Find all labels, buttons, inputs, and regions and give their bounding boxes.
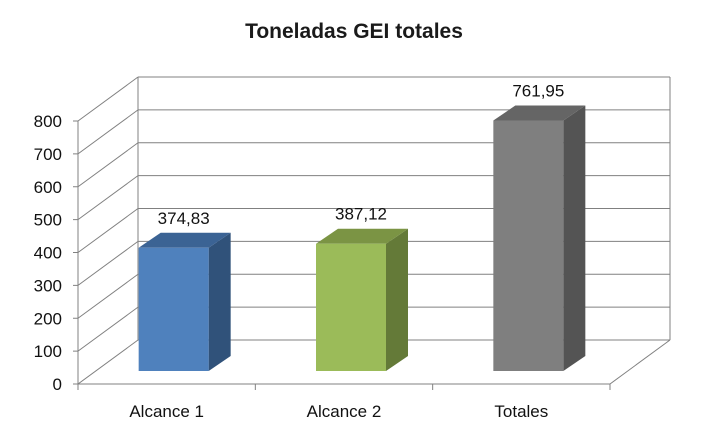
bar-top xyxy=(493,105,586,121)
y-tick-label: 500 xyxy=(34,211,62,230)
bar-side xyxy=(208,232,231,371)
y-tick-label: 300 xyxy=(34,276,62,295)
data-label: 761,95 xyxy=(512,82,564,101)
x-tick-label: Alcance 1 xyxy=(129,402,204,421)
gridline-side xyxy=(77,142,139,188)
y-tick-label: 100 xyxy=(34,342,62,361)
y-tick-label: 0 xyxy=(53,375,62,394)
gridline-side xyxy=(77,208,139,253)
x-tick-label: Totales xyxy=(494,402,548,421)
bar xyxy=(493,120,564,371)
y-tick-label: 800 xyxy=(34,112,62,131)
y-tick-label: 400 xyxy=(34,244,62,263)
gridline-side xyxy=(77,306,139,352)
chart-title: Toneladas GEI totales xyxy=(245,20,463,43)
gridline-side xyxy=(77,240,139,286)
floor-right-edge xyxy=(609,339,671,385)
bar-top xyxy=(138,232,231,248)
gridline-side xyxy=(77,339,139,385)
bar xyxy=(316,243,386,371)
data-label: 374,83 xyxy=(158,209,210,228)
bar-side xyxy=(386,228,408,371)
y-tick-label: 200 xyxy=(34,309,62,328)
data-label: 387,12 xyxy=(335,205,387,224)
gridline-side xyxy=(77,273,139,319)
gridline-side xyxy=(77,76,139,122)
bar-top xyxy=(316,228,408,244)
bar xyxy=(138,247,209,371)
y-tick-label: 700 xyxy=(34,145,62,164)
bar-side xyxy=(563,105,586,371)
gridline-side xyxy=(77,175,139,221)
y-tick-label: 600 xyxy=(34,178,62,197)
x-tick-label: Alcance 2 xyxy=(307,402,382,421)
gridline-side xyxy=(77,109,139,155)
